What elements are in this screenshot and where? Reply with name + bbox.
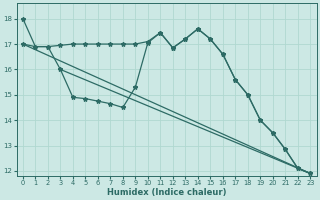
X-axis label: Humidex (Indice chaleur): Humidex (Indice chaleur) bbox=[107, 188, 226, 197]
